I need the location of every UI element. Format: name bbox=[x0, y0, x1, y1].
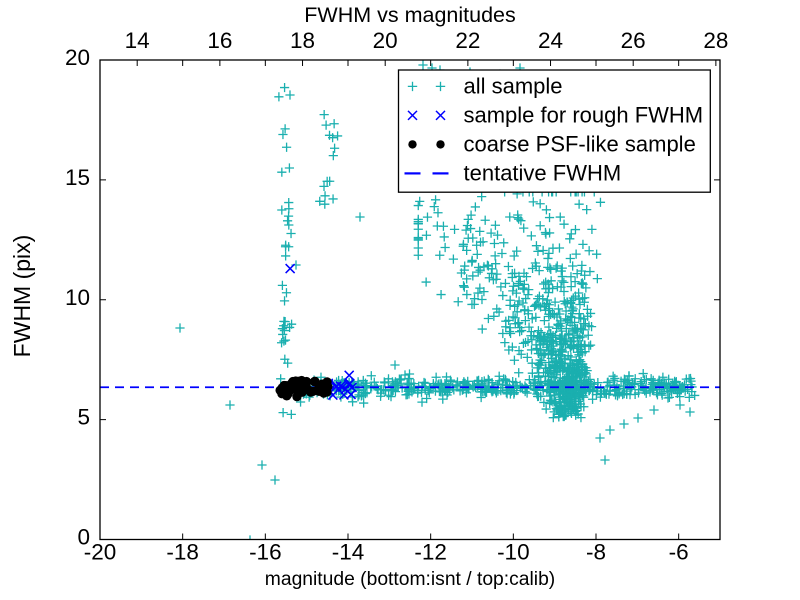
svg-text:15: 15 bbox=[65, 165, 90, 190]
svg-text:sample for rough FWHM: sample for rough FWHM bbox=[464, 102, 704, 127]
svg-text:5: 5 bbox=[77, 405, 90, 430]
svg-text:FWHM (pix): FWHM (pix) bbox=[9, 235, 35, 358]
svg-text:22: 22 bbox=[455, 28, 480, 53]
svg-text:14: 14 bbox=[125, 28, 150, 53]
svg-text:20: 20 bbox=[65, 45, 90, 70]
svg-text:16: 16 bbox=[207, 28, 232, 53]
svg-text:all sample: all sample bbox=[464, 73, 563, 98]
svg-text:0: 0 bbox=[77, 525, 90, 550]
svg-text:28: 28 bbox=[703, 28, 728, 53]
svg-text:20: 20 bbox=[373, 28, 398, 53]
svg-text:26: 26 bbox=[621, 28, 646, 53]
svg-text:10: 10 bbox=[65, 285, 90, 310]
svg-text:coarse PSF-like sample: coarse PSF-like sample bbox=[464, 131, 696, 156]
svg-text:-14: -14 bbox=[332, 540, 365, 565]
svg-text:-10: -10 bbox=[497, 540, 530, 565]
svg-text:24: 24 bbox=[538, 28, 563, 53]
svg-text:-18: -18 bbox=[166, 540, 199, 565]
svg-text:-16: -16 bbox=[249, 540, 282, 565]
svg-text:tentative FWHM: tentative FWHM bbox=[464, 160, 622, 185]
svg-text:-8: -8 bbox=[586, 540, 606, 565]
svg-text:magnitude (bottom:isnt / top:c: magnitude (bottom:isnt / top:calib) bbox=[265, 569, 555, 590]
svg-text:18: 18 bbox=[290, 28, 315, 53]
svg-text:-6: -6 bbox=[669, 540, 689, 565]
svg-text:FWHM vs magnitudes: FWHM vs magnitudes bbox=[304, 3, 515, 27]
svg-text:-12: -12 bbox=[414, 540, 447, 565]
